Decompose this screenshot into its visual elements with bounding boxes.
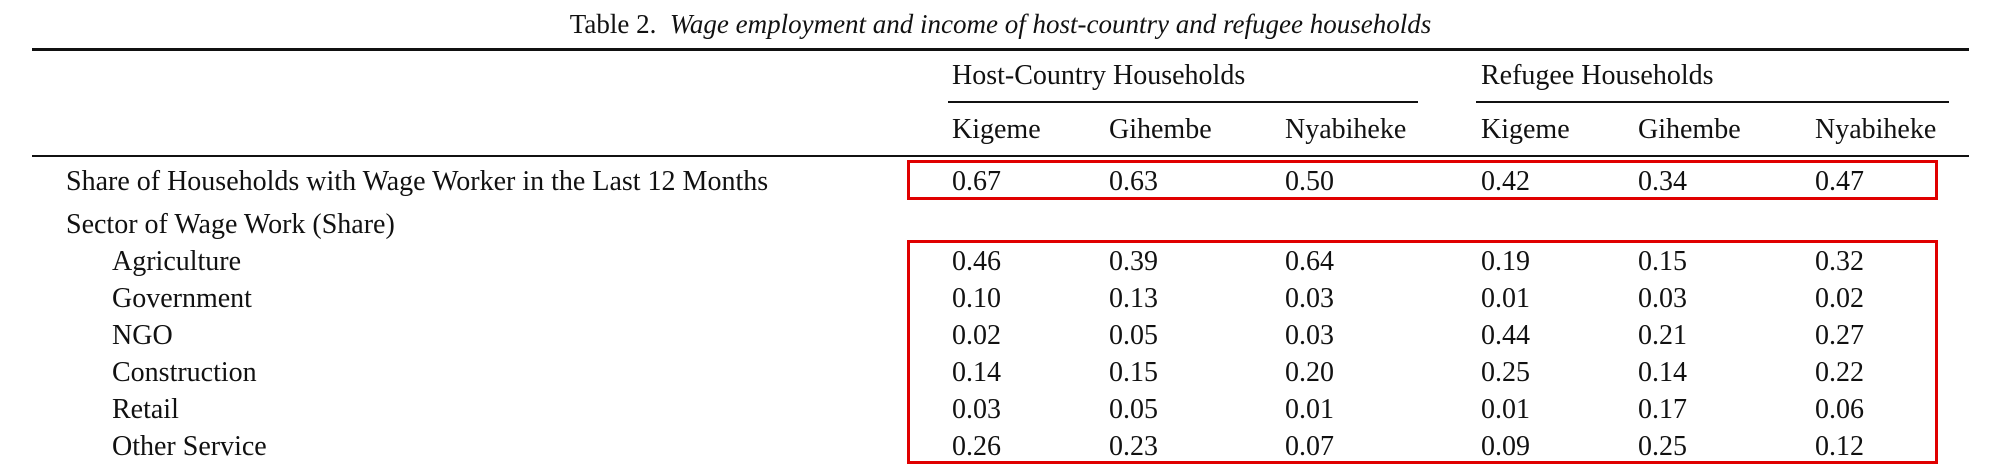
table-cell: 0.21	[1638, 320, 1687, 351]
table-cell: 0.15	[1109, 357, 1158, 388]
table-cell: 0.22	[1815, 357, 1864, 388]
table-cell: 0.67	[952, 166, 1001, 197]
table-cell: 0.14	[1638, 357, 1687, 388]
table-cell: 0.19	[1481, 246, 1530, 277]
table-cell: 0.01	[1481, 394, 1530, 425]
table-cell: 0.44	[1481, 320, 1530, 351]
table-cell: 0.07	[1285, 431, 1334, 462]
column-header-refugee-kigeme: Kigeme	[1481, 114, 1570, 145]
column-header-refugee-gihembe: Gihembe	[1638, 114, 1741, 145]
table-cell: 0.50	[1285, 166, 1334, 197]
sector-share-highlight-box	[907, 240, 1938, 464]
table-cell: 0.17	[1638, 394, 1687, 425]
table-cell: 0.34	[1638, 166, 1687, 197]
row-label: Government	[112, 283, 252, 314]
table-cell: 0.42	[1481, 166, 1530, 197]
wage-share-highlight-box	[907, 160, 1938, 200]
table-cell: 0.25	[1638, 431, 1687, 462]
row-label: Sector of Wage Work (Share)	[66, 209, 395, 240]
caption-label: Table 2.	[569, 9, 657, 39]
table-cell: 0.63	[1109, 166, 1158, 197]
table-cell: 0.15	[1638, 246, 1687, 277]
table-cell: 0.12	[1815, 431, 1864, 462]
table-cell: 0.02	[952, 320, 1001, 351]
table-cell: 0.46	[952, 246, 1001, 277]
row-label: Share of Households with Wage Worker in …	[66, 166, 769, 197]
top-rule	[32, 48, 1969, 51]
table-cell: 0.39	[1109, 246, 1158, 277]
table-cell: 0.03	[1285, 320, 1334, 351]
host-group-rule	[948, 101, 1418, 103]
table-cell: 0.20	[1285, 357, 1334, 388]
table-cell: 0.01	[1285, 394, 1334, 425]
column-header-host-nyabiheke: Nyabiheke	[1285, 114, 1407, 145]
table-cell: 0.05	[1109, 394, 1158, 425]
table-cell: 0.13	[1109, 283, 1158, 314]
table-cell: 0.01	[1481, 283, 1530, 314]
row-label: NGO	[112, 320, 173, 351]
column-header-refugee-nyabiheke: Nyabiheke	[1815, 114, 1937, 145]
caption-title: Wage employment and income of host-count…	[669, 9, 1432, 39]
column-header-host-gihembe: Gihembe	[1109, 114, 1212, 145]
row-label: Other Service	[112, 431, 267, 462]
refugee-group-rule	[1476, 101, 1949, 103]
row-label: Retail	[112, 394, 179, 425]
table-cell: 0.23	[1109, 431, 1158, 462]
table-cell: 0.25	[1481, 357, 1530, 388]
table-cell: 0.03	[1285, 283, 1334, 314]
table-cell: 0.02	[1815, 283, 1864, 314]
table-cell: 0.09	[1481, 431, 1530, 462]
table-cell: 0.26	[952, 431, 1001, 462]
group-header-host: Host-Country Households	[952, 60, 1246, 91]
table-cell: 0.27	[1815, 320, 1864, 351]
row-label: Construction	[112, 357, 257, 388]
table-cell: 0.64	[1285, 246, 1334, 277]
table-cell: 0.05	[1109, 320, 1158, 351]
table-cell: 0.14	[952, 357, 1001, 388]
table-caption: Table 2. Wage employment and income of h…	[0, 6, 2001, 42]
group-header-refugee: Refugee Households	[1481, 60, 1714, 91]
column-header-host-kigeme: Kigeme	[952, 114, 1041, 145]
table-cell: 0.06	[1815, 394, 1864, 425]
table-cell: 0.10	[952, 283, 1001, 314]
table-cell: 0.47	[1815, 166, 1864, 197]
header-rule	[32, 155, 1969, 157]
table-cell: 0.03	[1638, 283, 1687, 314]
table-cell: 0.32	[1815, 246, 1864, 277]
table-cell: 0.03	[952, 394, 1001, 425]
row-label: Agriculture	[112, 246, 242, 277]
